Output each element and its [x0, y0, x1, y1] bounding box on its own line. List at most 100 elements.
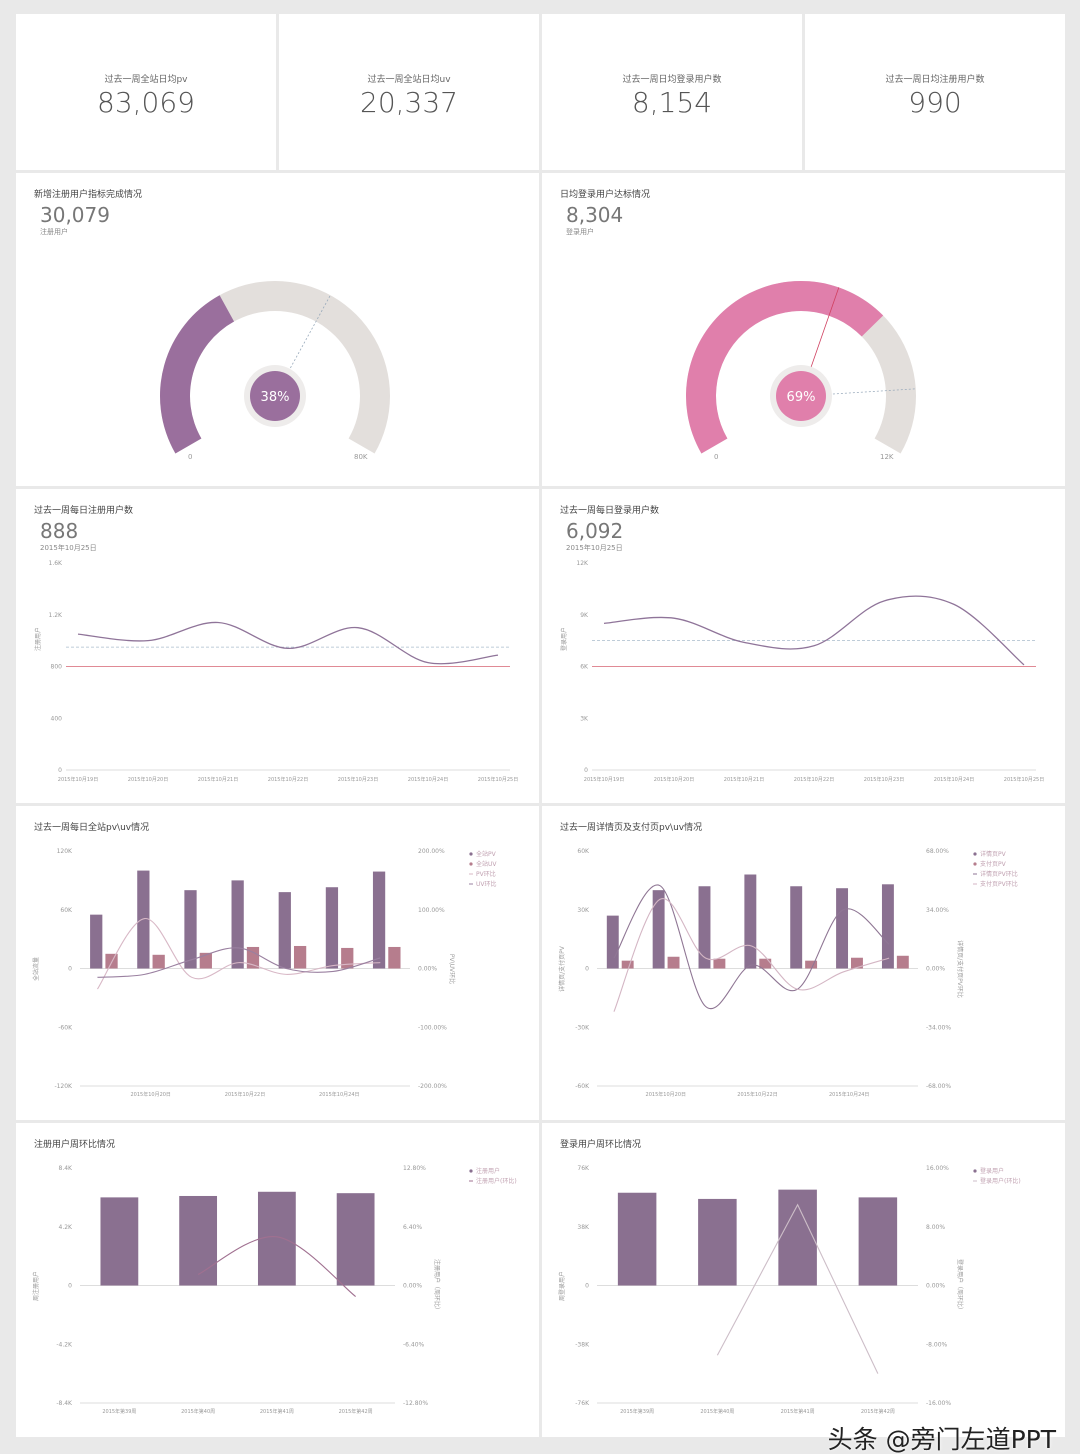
gauge-sublabel: 登录用户	[566, 228, 594, 236]
gauge-max-label: 12K	[880, 453, 894, 461]
y2-tick-label: 8.00%	[926, 1224, 945, 1231]
legend-label: 详情页PV环比	[980, 870, 1018, 878]
legend-dot-icon	[973, 1169, 977, 1173]
gauge-value: 8,304	[566, 203, 624, 227]
gauge-percent: 69%	[787, 390, 816, 405]
y2-tick-label: 0.00%	[926, 1283, 945, 1290]
y-tick-label: 6K	[580, 664, 589, 671]
bar	[858, 1197, 898, 1286]
y2-tick-label: -6.40%	[403, 1341, 425, 1348]
gauge-percent: 38%	[261, 390, 290, 405]
bar	[836, 888, 849, 969]
gauge-center	[250, 371, 300, 421]
x-tick-label: 2015年10月22日	[794, 776, 834, 783]
bar	[713, 958, 726, 969]
gauge-target-line	[800, 388, 916, 397]
bar	[90, 914, 103, 969]
bar	[621, 960, 634, 969]
bar	[100, 1197, 139, 1286]
bar	[388, 946, 401, 969]
x-tick-label: 2015年第40周	[181, 1408, 215, 1415]
y2-tick-label: 0.00%	[418, 966, 437, 973]
chart-canvas: -76K -38K 0 38K 76K -16.00% -8.00% 0.00% 8.00% 16…	[558, 1165, 1021, 1415]
kpi-label: 过去一周日均登录用户数	[622, 75, 722, 85]
chart-canvas: 0 3K 6K 9K 12K 登录用户 2015年10月19日 2015年10月20日 2015…	[560, 560, 1044, 783]
y-axis-title: 全站流量	[32, 957, 40, 981]
bar-chart-card: 过去一周每日全站pv\uv情况 -120K -60K 0 60K 120K -200.00%…	[16, 806, 539, 1120]
kpi-label: 过去一周全站日均pv	[104, 75, 188, 85]
x-tick-label: 2015年第41周	[781, 1408, 815, 1415]
x-tick-label: 2015年第39周	[620, 1408, 654, 1415]
chart-title: 注册用户周环比情况	[34, 1140, 116, 1150]
gauge-title: 新增注册用户指标完成情况	[34, 190, 143, 200]
kpi-card: 过去一周日均登录用户数 8,154	[542, 14, 802, 170]
gauge-card: 日均登录用户达标情况 8,304 登录用户 69% 0 12K	[542, 173, 1065, 486]
bar	[341, 947, 354, 969]
x-tick-label: 2015年第42周	[339, 1408, 373, 1415]
bar	[759, 958, 772, 969]
bar	[606, 915, 619, 969]
y2-tick-label: 200.00%	[418, 848, 445, 855]
gauge-min-label: 0	[714, 453, 718, 461]
y-tick-label: 120K	[57, 848, 73, 855]
kpi-label: 过去一周全站日均uv	[367, 75, 451, 85]
y-tick-label: 60K	[60, 907, 73, 914]
legend-dot-icon	[469, 852, 473, 856]
bar	[896, 955, 909, 969]
legend-label: 支付页PV	[980, 860, 1007, 868]
chart-canvas: -8.4K -4.2K 0 4.2K 8.4K -12.80% -6.40% 0.00% 6.4…	[32, 1165, 517, 1415]
y2-tick-label: -200.00%	[418, 1083, 447, 1090]
bar	[246, 946, 260, 969]
gauge-sublabel: 注册用户	[40, 228, 68, 236]
y-axis-title: 注册用户	[34, 627, 42, 651]
x-tick-label: 2015年10月25日	[1004, 776, 1044, 783]
bar	[231, 880, 244, 969]
legend-label: 登录用户(环比)	[980, 1177, 1021, 1185]
y-tick-label: 0	[68, 1283, 72, 1290]
bar	[372, 871, 386, 969]
y-tick-label: -8.4K	[56, 1400, 73, 1407]
chart-value: 6,092	[566, 519, 624, 543]
bar	[744, 874, 757, 969]
y2-tick-label: 0.00%	[926, 966, 945, 973]
bar	[179, 1195, 218, 1286]
bar-chart-card: 注册用户周环比情况 -8.4K -4.2K 0 4.2K 8.4K -12.80% -6.40…	[16, 1123, 539, 1437]
bar	[617, 1192, 657, 1286]
legend-label: 支付页PV环比	[980, 880, 1018, 888]
y2-tick-label: 34.00%	[926, 907, 949, 914]
y2-tick-label: 100.00%	[418, 907, 445, 914]
bar	[199, 952, 212, 969]
x-tick-label: 2015年第39周	[102, 1408, 136, 1415]
series-line	[613, 898, 890, 1012]
y-tick-label: 0	[585, 1283, 589, 1290]
kpi-value: 8,154	[631, 86, 713, 119]
x-tick-label: 2015年10月22日	[737, 1091, 777, 1098]
x-tick-label: 2015年10月22日	[225, 1091, 265, 1098]
bar	[790, 886, 803, 969]
y-tick-label: 30K	[577, 907, 590, 914]
x-tick-label: 2015年第41周	[260, 1408, 294, 1415]
legend-label: 登录用户	[980, 1167, 1004, 1175]
bar-chart-card: 登录用户周环比情况 -76K -38K 0 38K 76K -16.00% -8.00% 0.0…	[542, 1123, 1065, 1437]
x-tick-label: 2015年10月19日	[584, 776, 624, 783]
gauge-max-label: 80K	[354, 453, 368, 461]
gauge-center	[776, 371, 826, 421]
y2-tick-label: 12.80%	[403, 1165, 426, 1172]
x-tick-label: 2015年第40周	[700, 1408, 734, 1415]
chart-canvas: -60K -30K 0 30K 60K -68.00% -34.00% 0.00% 34.00%…	[558, 848, 1018, 1098]
bar	[881, 884, 894, 969]
y-tick-label: -120K	[54, 1083, 73, 1090]
y-tick-label: 9K	[580, 612, 589, 619]
x-tick-label: 2015年10月24日	[319, 1091, 359, 1098]
gauge-card: 新增注册用户指标完成情况 30,079 注册用户 38% 0 80K	[16, 173, 539, 486]
y-axis-title: 周注册用户	[32, 1271, 40, 1301]
y-tick-label: 8.4K	[59, 1165, 74, 1172]
chart-canvas: -120K -60K 0 60K 120K -200.00% -100.00% 0.00% 10…	[32, 848, 497, 1098]
x-tick-label: 2015年10月20日	[130, 1091, 170, 1098]
y2-tick-label: 6.40%	[403, 1224, 422, 1231]
x-tick-label: 2015年10月22日	[268, 776, 308, 783]
series-line	[96, 918, 381, 990]
y-tick-label: 0	[585, 966, 589, 973]
y-tick-label: 12K	[576, 560, 589, 567]
x-tick-label: 2015年10月24日	[934, 776, 974, 783]
